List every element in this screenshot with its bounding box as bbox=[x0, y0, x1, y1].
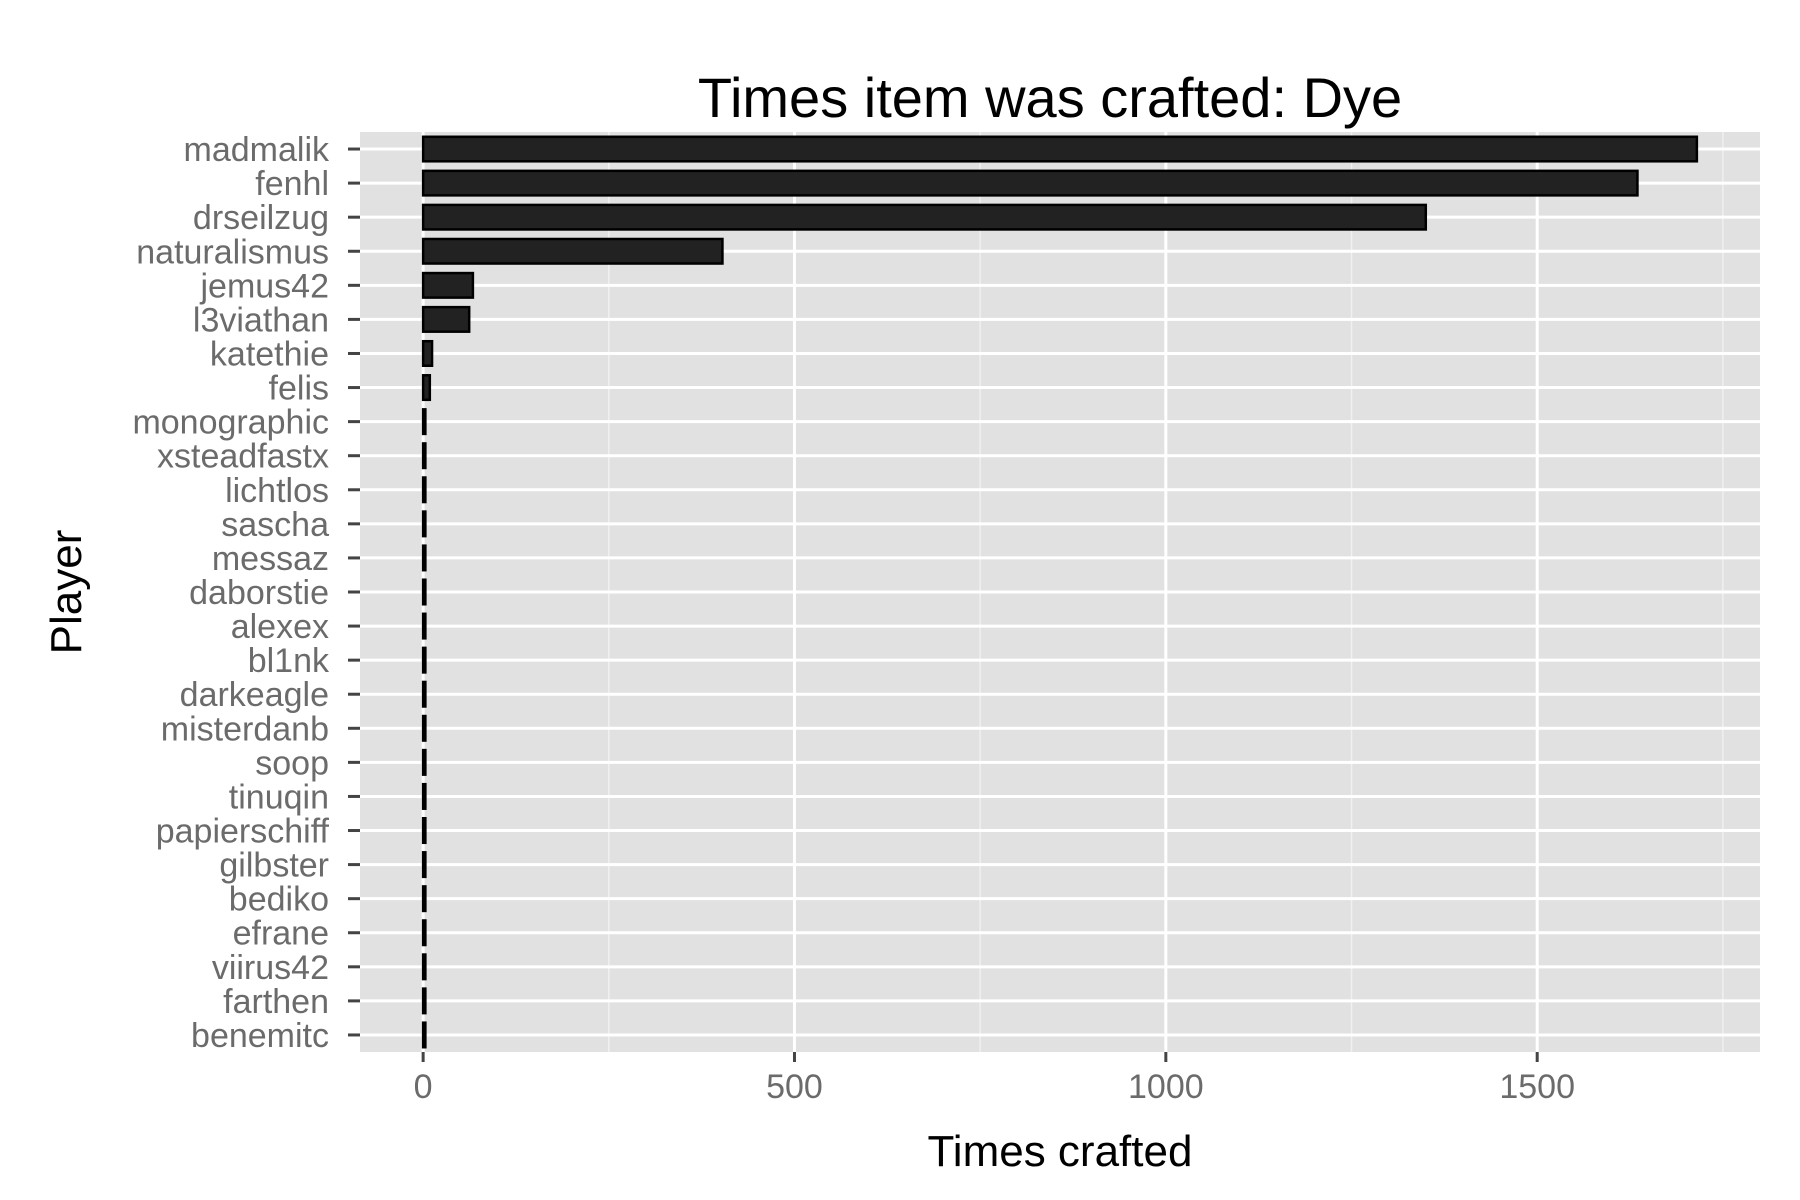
bar-viirus42 bbox=[421, 953, 427, 981]
bar-sascha bbox=[421, 510, 427, 538]
x-tick-label: 1000 bbox=[1128, 1068, 1204, 1106]
y-tick-label: katethie bbox=[210, 335, 329, 373]
bar-farthen bbox=[421, 987, 427, 1015]
y-tick-label: jemus42 bbox=[199, 267, 329, 305]
bar-katethie bbox=[421, 339, 434, 367]
y-tick-label: misterdanb bbox=[161, 710, 329, 748]
bar-monographic bbox=[421, 408, 427, 436]
bar-alexex bbox=[421, 612, 427, 640]
bar-benemitc bbox=[421, 1021, 427, 1049]
bar-madmalik bbox=[421, 135, 1699, 163]
y-tick-label: messaz bbox=[212, 540, 329, 578]
y-tick-label: bl1nk bbox=[248, 642, 330, 680]
bar-darkeagle bbox=[421, 680, 427, 708]
bar-misterdanb bbox=[421, 714, 427, 742]
x-tick-label: 0 bbox=[414, 1068, 433, 1106]
bar-drseilzug bbox=[421, 203, 1428, 231]
y-tick-label: gilbster bbox=[219, 847, 329, 885]
x-axis-title: Times crafted bbox=[928, 1127, 1193, 1176]
y-tick-label: darkeagle bbox=[180, 676, 329, 714]
y-axis-title: Player bbox=[42, 530, 91, 655]
bar-efrane bbox=[421, 919, 427, 947]
bar-gilbster bbox=[421, 851, 427, 879]
bar-bl1nk bbox=[421, 646, 427, 674]
y-axis: madmalikfenhldrseilzugnaturalismusjemus4… bbox=[132, 131, 360, 1055]
bar-naturalismus bbox=[421, 237, 724, 265]
y-tick-label: drseilzug bbox=[193, 199, 329, 237]
y-tick-label: tinuqin bbox=[229, 778, 329, 816]
y-tick-label: lichtlos bbox=[225, 472, 329, 510]
y-tick-label: benemitc bbox=[191, 1017, 329, 1055]
bars bbox=[421, 135, 1699, 1049]
y-tick-label: viirus42 bbox=[212, 949, 329, 987]
y-tick-label: fenhl bbox=[255, 165, 329, 203]
y-tick-label: papierschiff bbox=[156, 813, 330, 851]
bar-felis bbox=[421, 374, 432, 402]
bar-daborstie bbox=[421, 578, 427, 606]
bar-messaz bbox=[421, 544, 427, 572]
y-tick-label: l3viathan bbox=[193, 301, 329, 339]
x-tick-label: 500 bbox=[766, 1068, 823, 1106]
y-tick-label: xsteadfastx bbox=[157, 438, 329, 476]
y-tick-label: naturalismus bbox=[136, 233, 329, 271]
bar-lichtlos bbox=[421, 476, 427, 504]
y-tick-label: efrane bbox=[233, 915, 329, 953]
chart-title: Times item was crafted: Dye bbox=[698, 66, 1402, 129]
y-tick-label: sascha bbox=[221, 506, 329, 544]
bar-bediko bbox=[421, 885, 427, 913]
y-tick-label: alexex bbox=[231, 608, 329, 646]
x-tick-label: 1500 bbox=[1499, 1068, 1575, 1106]
y-tick-label: daborstie bbox=[189, 574, 329, 612]
y-tick-label: soop bbox=[255, 744, 329, 782]
y-tick-label: madmalik bbox=[184, 131, 330, 169]
bar-jemus42 bbox=[421, 271, 475, 299]
bar-fenhl bbox=[421, 169, 1639, 197]
y-tick-label: felis bbox=[269, 370, 329, 408]
x-axis: 0 500 1000 1500 bbox=[414, 1052, 1575, 1106]
y-tick-label: monographic bbox=[132, 404, 329, 442]
bar-l3viathan bbox=[421, 305, 471, 333]
y-tick-label: farthen bbox=[223, 983, 329, 1021]
y-tick-label: bediko bbox=[229, 881, 329, 919]
bar-papierschiff bbox=[421, 817, 427, 845]
bar-xsteadfastx bbox=[421, 442, 427, 470]
bar-tinuqin bbox=[421, 782, 427, 810]
bar-soop bbox=[421, 748, 427, 776]
